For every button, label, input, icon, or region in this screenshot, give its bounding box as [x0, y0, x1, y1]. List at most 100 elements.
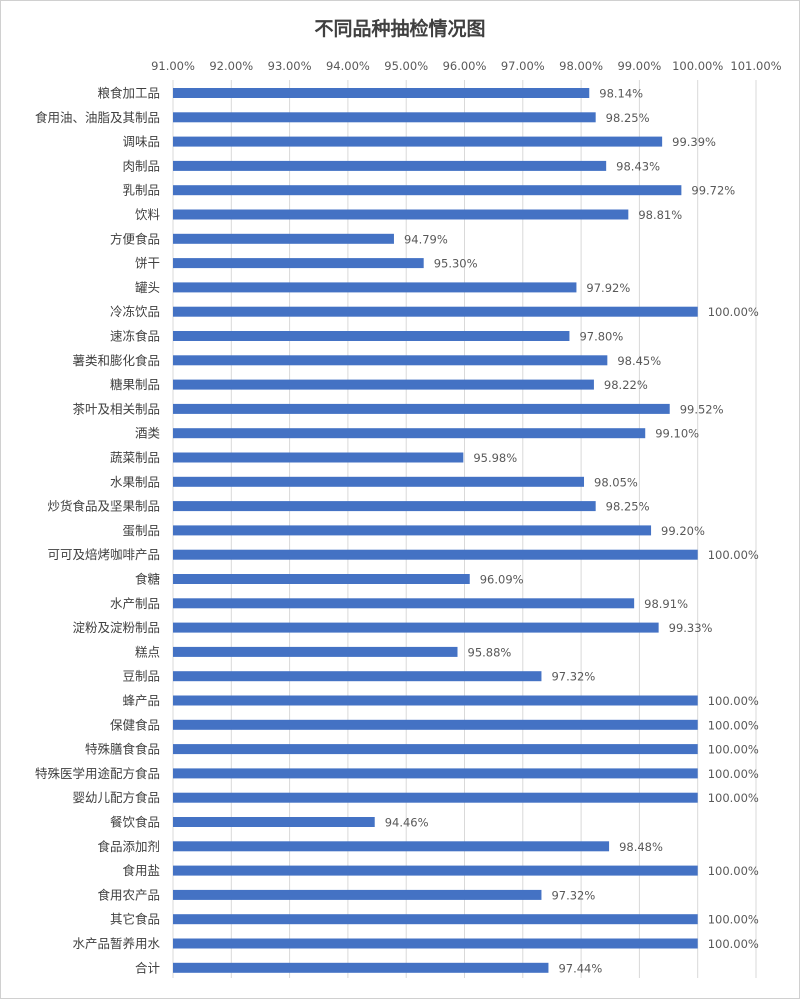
data-label: 100.00%	[708, 694, 759, 708]
bars	[173, 88, 698, 973]
bar	[173, 817, 375, 827]
category-label: 冷冻饮品	[110, 304, 160, 319]
bar	[173, 403, 670, 414]
category-label: 婴幼儿配方食品	[72, 790, 160, 805]
bar	[173, 598, 635, 609]
data-label: 98.48%	[619, 840, 663, 854]
bar	[173, 209, 629, 220]
data-label: 98.25%	[606, 500, 650, 514]
category-label: 特殊医学用途配方食品	[35, 766, 160, 781]
data-label: 100.00%	[708, 913, 759, 927]
category-label: 糕点	[135, 644, 160, 659]
data-label: 99.10%	[655, 427, 699, 441]
bar	[173, 962, 549, 973]
data-label: 99.52%	[680, 402, 724, 416]
category-label: 食用农产品	[97, 887, 160, 902]
data-label: 97.44%	[558, 961, 602, 975]
bar	[173, 646, 458, 657]
data-label: 95.98%	[473, 451, 517, 465]
category-label: 食糖	[135, 572, 161, 587]
x-tick-label: 94.00%	[326, 59, 370, 73]
x-tick-label: 99.00%	[617, 59, 661, 73]
category-label: 茶叶及相关制品	[72, 401, 160, 416]
bar	[173, 379, 594, 390]
category-label: 保健食品	[110, 717, 160, 732]
data-label: 97.80%	[579, 330, 623, 344]
category-label: 食用盐	[122, 863, 160, 878]
x-tick-label: 91.00%	[151, 59, 195, 73]
x-tick-label: 100.00%	[672, 59, 723, 73]
category-label: 水果制品	[110, 474, 160, 489]
bar	[173, 889, 542, 900]
bar	[173, 865, 698, 876]
x-axis-ticks: 91.00% 92.00% 93.00% 94.00% 95.00% 96.00% 97.0…	[151, 59, 782, 73]
bar	[173, 501, 596, 512]
bar	[173, 428, 646, 439]
bar	[173, 914, 698, 925]
data-label: 95.30%	[434, 257, 478, 271]
category-label: 肉制品	[122, 158, 160, 173]
data-label: 97.92%	[586, 281, 630, 295]
data-label: 98.43%	[616, 159, 660, 173]
bar	[173, 695, 698, 706]
bar	[173, 160, 607, 171]
x-tick-label: 93.00%	[268, 59, 312, 73]
data-label: 97.32%	[551, 888, 595, 902]
chart-title: 不同品种抽检情况图	[314, 18, 486, 40]
category-label: 可可及焙烤咖啡产品	[47, 547, 160, 562]
category-label: 水产品暂养用水	[72, 936, 160, 951]
category-label: 酒类	[135, 426, 161, 441]
bar	[173, 792, 698, 803]
category-label: 食品添加剂	[97, 839, 160, 854]
category-label: 糖果制品	[110, 377, 160, 392]
bar	[173, 938, 698, 949]
data-label: 98.25%	[606, 111, 650, 125]
data-label: 99.72%	[691, 184, 735, 198]
bar	[173, 452, 464, 463]
data-label: 100.00%	[708, 305, 759, 319]
bar	[173, 88, 590, 98]
bar	[173, 671, 542, 682]
data-label: 100.00%	[708, 864, 759, 878]
category-label: 餐饮食品	[110, 815, 160, 830]
x-tick-label: 92.00%	[209, 59, 253, 73]
category-label: 食用油、油脂及其制品	[35, 110, 160, 125]
x-tick-label: 97.00%	[501, 59, 545, 73]
bar	[173, 355, 608, 366]
category-label: 粮食加工品	[97, 86, 160, 101]
bar	[173, 331, 570, 341]
data-label: 94.46%	[385, 816, 429, 830]
bar	[173, 574, 470, 584]
category-label: 蜂产品	[122, 693, 160, 708]
category-label: 蛋制品	[122, 523, 160, 538]
x-tick-label: 96.00%	[443, 59, 487, 73]
bar	[173, 768, 698, 779]
data-labels: 98.14% 98.25% 99.39% 98.43% 99.72% 98.81% 94.7…	[385, 87, 759, 976]
data-label: 98.45%	[617, 354, 661, 368]
bar	[173, 719, 698, 730]
bar	[173, 622, 659, 633]
data-label: 100.00%	[708, 767, 759, 781]
bar	[173, 258, 424, 269]
data-label: 96.09%	[480, 573, 524, 587]
x-tick-label: 98.00%	[559, 59, 603, 73]
bar	[173, 841, 610, 852]
data-label: 99.39%	[672, 135, 716, 149]
bar	[173, 185, 682, 196]
category-label: 淀粉及淀粉制品	[72, 620, 160, 635]
category-label: 其它食品	[110, 912, 160, 927]
category-labels: 粮食加工品食用油、油脂及其制品调味品肉制品乳制品饮料方便食品饼干罐头冷冻饮品速冻…	[35, 86, 161, 976]
category-label: 调味品	[122, 134, 160, 149]
bar	[173, 525, 652, 536]
x-tick-label: 101.00%	[730, 59, 781, 73]
category-label: 薯类和膨化食品	[72, 353, 160, 368]
category-label: 饮料	[135, 207, 161, 222]
data-label: 98.05%	[594, 475, 638, 489]
bar	[173, 112, 596, 123]
data-label: 95.88%	[468, 645, 512, 659]
data-label: 98.22%	[604, 378, 648, 392]
data-label: 100.00%	[708, 743, 759, 757]
data-label: 98.14%	[599, 87, 643, 101]
category-label: 合计	[135, 960, 160, 975]
